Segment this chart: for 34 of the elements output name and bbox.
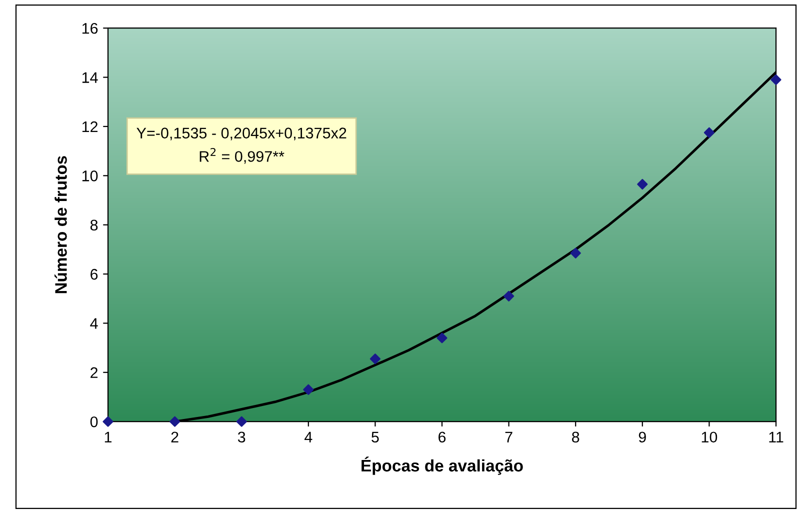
x-tick-label: 4: [304, 432, 312, 442]
point: [770, 74, 782, 86]
point: [637, 178, 648, 190]
x-tick-label: 1: [104, 432, 112, 442]
point: [170, 416, 180, 427]
point: [102, 416, 114, 427]
y-tick-label: 2: [90, 367, 98, 378]
point: [504, 290, 514, 302]
y-tick-label: 6: [90, 268, 98, 280]
point: [704, 127, 714, 138]
x-tick-label: 7: [505, 432, 512, 442]
point: [303, 384, 314, 395]
y-tick-label: 4: [90, 318, 98, 329]
x-tick-label: 6: [438, 432, 446, 443]
y-tick-label: 8: [90, 220, 98, 231]
point: [436, 332, 448, 344]
point: [570, 248, 581, 258]
x-tick-label: 5: [372, 432, 379, 443]
x-tick-label: 8: [572, 432, 580, 443]
x-tick-label: 3: [238, 432, 246, 443]
x-tick-label: 10: [702, 432, 718, 443]
point: [236, 416, 247, 427]
y-tick-label: 12: [82, 121, 98, 132]
x-tick-label: 2: [171, 432, 178, 442]
y-tick-label: 0: [90, 416, 98, 428]
x-tick-label: 11: [769, 432, 784, 442]
y-tick-label: 14: [82, 72, 98, 83]
y-tick-label: 10: [82, 170, 98, 182]
y-tick-label: 16: [82, 22, 98, 34]
point: [370, 354, 380, 364]
y-axis-title: Número de frutos: [54, 156, 67, 294]
x-tick-label: 9: [638, 432, 646, 443]
x-axis-title: Épocas de avaliação: [362, 456, 523, 475]
annotation: Y=-0,1535 - 0,2045x+0,1375x2 R$^{2}$ = 0,997**: [136, 128, 346, 164]
